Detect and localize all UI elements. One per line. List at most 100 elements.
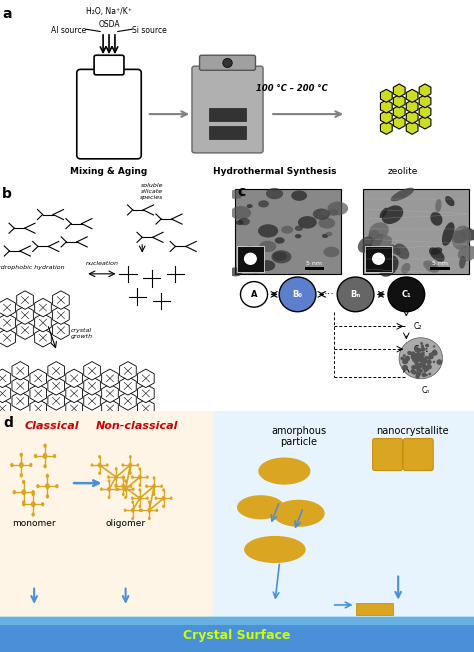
Ellipse shape — [313, 209, 330, 220]
Circle shape — [153, 476, 155, 480]
Circle shape — [433, 346, 435, 348]
Circle shape — [419, 356, 424, 361]
Circle shape — [418, 352, 423, 358]
Circle shape — [146, 475, 149, 479]
Circle shape — [415, 346, 418, 349]
Circle shape — [417, 356, 423, 362]
Ellipse shape — [320, 210, 329, 216]
Circle shape — [22, 480, 26, 484]
Ellipse shape — [258, 200, 269, 207]
Circle shape — [415, 355, 420, 359]
Circle shape — [422, 359, 427, 363]
Circle shape — [416, 372, 419, 376]
Ellipse shape — [291, 190, 307, 201]
Circle shape — [131, 496, 134, 500]
Ellipse shape — [273, 499, 325, 527]
Circle shape — [129, 484, 132, 488]
FancyBboxPatch shape — [403, 439, 433, 471]
Circle shape — [373, 253, 384, 264]
Circle shape — [418, 355, 424, 361]
Ellipse shape — [259, 241, 276, 252]
Ellipse shape — [249, 255, 259, 261]
Ellipse shape — [259, 260, 275, 271]
Ellipse shape — [445, 196, 455, 206]
Circle shape — [425, 366, 428, 370]
Circle shape — [416, 369, 419, 372]
Ellipse shape — [452, 231, 466, 244]
Ellipse shape — [430, 212, 442, 226]
Ellipse shape — [244, 246, 255, 253]
Bar — [209, 108, 246, 121]
Circle shape — [45, 483, 50, 489]
Ellipse shape — [431, 247, 442, 255]
Circle shape — [22, 500, 26, 505]
Ellipse shape — [458, 246, 474, 261]
Text: 100 °C – 200 °C: 100 °C – 200 °C — [255, 85, 328, 93]
Circle shape — [31, 501, 36, 507]
Circle shape — [117, 488, 119, 491]
Circle shape — [416, 356, 420, 360]
Circle shape — [147, 508, 151, 512]
Ellipse shape — [322, 234, 328, 238]
Ellipse shape — [250, 267, 261, 273]
Circle shape — [106, 464, 109, 467]
Circle shape — [148, 500, 151, 504]
Circle shape — [402, 365, 408, 371]
Text: OSDA: OSDA — [98, 20, 120, 29]
Circle shape — [421, 344, 424, 348]
Circle shape — [31, 492, 35, 496]
Circle shape — [108, 479, 110, 482]
Bar — [356, 602, 393, 615]
Circle shape — [421, 357, 425, 362]
Circle shape — [399, 338, 443, 379]
Circle shape — [114, 475, 118, 479]
Circle shape — [160, 484, 163, 488]
Circle shape — [404, 355, 410, 361]
Circle shape — [53, 454, 56, 458]
Circle shape — [223, 59, 232, 68]
Circle shape — [402, 359, 408, 364]
Circle shape — [420, 358, 422, 360]
Ellipse shape — [230, 206, 251, 220]
Circle shape — [418, 356, 421, 359]
Circle shape — [19, 452, 23, 457]
Text: Crystal Surface: Crystal Surface — [183, 629, 291, 642]
Text: Cₙ₋₁: Cₙ₋₁ — [413, 345, 429, 353]
Circle shape — [419, 357, 422, 359]
Circle shape — [34, 454, 37, 458]
Text: 5 nm: 5 nm — [432, 261, 448, 266]
Text: nanocrystallite: nanocrystallite — [376, 426, 449, 436]
Circle shape — [417, 355, 420, 359]
Ellipse shape — [328, 209, 338, 216]
Circle shape — [401, 357, 404, 361]
Ellipse shape — [239, 218, 250, 226]
Circle shape — [411, 355, 414, 358]
Ellipse shape — [460, 228, 474, 241]
Text: Classical: Classical — [25, 421, 80, 431]
Circle shape — [423, 373, 426, 376]
Circle shape — [438, 359, 442, 363]
Circle shape — [131, 517, 134, 520]
Circle shape — [91, 464, 93, 467]
Ellipse shape — [459, 256, 466, 269]
Circle shape — [421, 351, 425, 355]
Text: ···: ··· — [324, 289, 334, 299]
Ellipse shape — [319, 218, 335, 229]
Bar — [0, 615, 474, 625]
Circle shape — [122, 475, 125, 479]
Circle shape — [418, 348, 421, 351]
Text: oligomer: oligomer — [106, 519, 146, 528]
Ellipse shape — [237, 496, 284, 519]
Circle shape — [423, 370, 427, 373]
Circle shape — [124, 496, 127, 499]
Ellipse shape — [326, 231, 332, 236]
Ellipse shape — [391, 188, 414, 201]
Text: B₀: B₀ — [292, 290, 302, 299]
Ellipse shape — [369, 230, 380, 241]
Circle shape — [403, 354, 406, 357]
Circle shape — [419, 362, 424, 366]
Bar — [305, 267, 324, 270]
Circle shape — [138, 488, 141, 492]
Ellipse shape — [372, 235, 392, 251]
Text: Si source: Si source — [132, 26, 167, 35]
